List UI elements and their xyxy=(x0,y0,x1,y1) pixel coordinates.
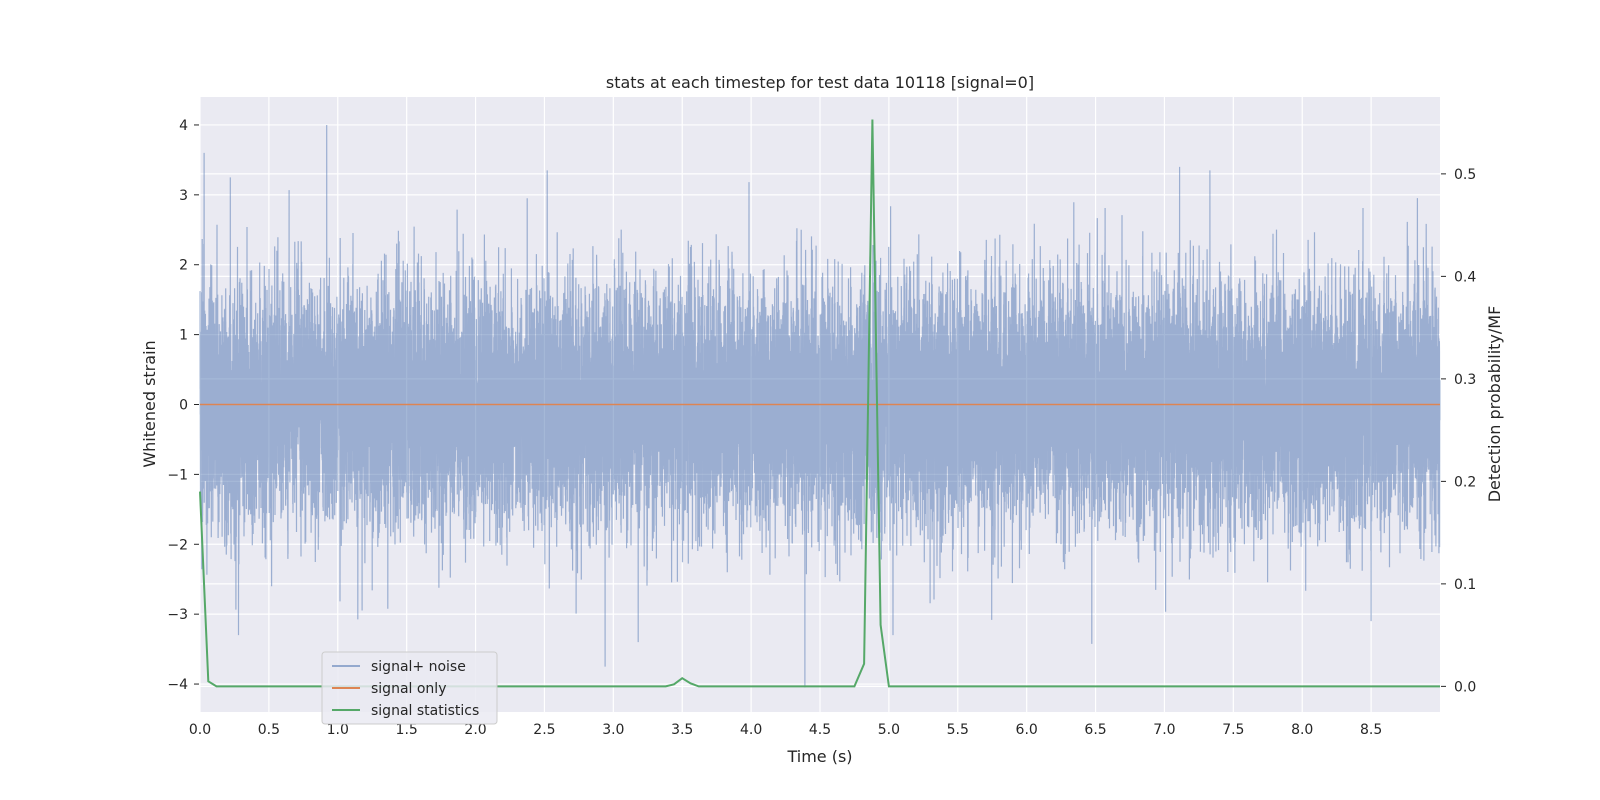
x-tick-label: 3.0 xyxy=(602,722,624,738)
y-tick-label: 4 xyxy=(179,118,188,134)
y2-axis-label: Detection probability/MF xyxy=(1485,306,1504,503)
y2-tick-label: 0.5 xyxy=(1454,167,1476,183)
x-tick-label: 2.5 xyxy=(533,722,555,738)
x-tick-label: 8.0 xyxy=(1291,722,1313,738)
x-tick-label: 7.0 xyxy=(1153,722,1175,738)
x-tick-label: 5.5 xyxy=(947,722,969,738)
x-tick-label: 2.0 xyxy=(464,722,486,738)
x-tick-label: 4.5 xyxy=(809,722,831,738)
x-tick-label: 6.5 xyxy=(1084,722,1106,738)
y-tick-label: −2 xyxy=(167,537,188,553)
x-tick-label: 0.0 xyxy=(189,722,211,738)
legend-label: signal statistics xyxy=(371,703,479,719)
y-tick-label: −4 xyxy=(167,677,188,693)
x-tick-label: 1.0 xyxy=(327,722,349,738)
series-layer xyxy=(199,119,1441,688)
series-line-signal-noise xyxy=(199,124,1441,688)
x-tick-label: 4.0 xyxy=(740,722,762,738)
y2-tick-label: 0.0 xyxy=(1454,679,1476,695)
series-line-signal-statistics xyxy=(199,119,1440,688)
y2-tick-label: 0.2 xyxy=(1454,474,1476,490)
y-tick-label: −3 xyxy=(167,607,188,623)
y2-tick-label: 0.3 xyxy=(1454,372,1476,388)
ticks: 0.0 0.5 1.0 1.5 2.0 2.5 3.0 3.5 4.0 4.5 5.0 5.5 6.0 6… xyxy=(167,118,1476,738)
x-tick-label: 0.5 xyxy=(258,722,280,738)
y-tick-label: 2 xyxy=(179,258,188,274)
y2-tick-label: 0.1 xyxy=(1454,577,1476,593)
y-tick-label: 1 xyxy=(179,328,188,344)
x-axis-label: Time (s) xyxy=(786,747,852,766)
chart-title: stats at each timestep for test data 101… xyxy=(606,73,1034,92)
x-tick-label: 3.5 xyxy=(671,722,693,738)
y-tick-label: 0 xyxy=(179,398,188,414)
y-tick-label: −1 xyxy=(167,467,188,483)
y-axis-label: Whitened strain xyxy=(140,340,159,467)
legend-label: signal only xyxy=(371,681,446,697)
x-tick-label: 5.0 xyxy=(878,722,900,738)
x-tick-label: 6.0 xyxy=(1016,722,1038,738)
x-tick-label: 7.5 xyxy=(1222,722,1244,738)
y2-tick-label: 0.4 xyxy=(1454,269,1476,285)
x-tick-label: 8.5 xyxy=(1360,722,1382,738)
legend-box xyxy=(321,651,498,725)
y-tick-label: 3 xyxy=(179,188,188,204)
legend-label: signal+ noise xyxy=(371,659,466,675)
legend: signal+ noise signal only signal statistic… xyxy=(321,651,498,725)
x-tick-label: 1.5 xyxy=(396,722,418,738)
